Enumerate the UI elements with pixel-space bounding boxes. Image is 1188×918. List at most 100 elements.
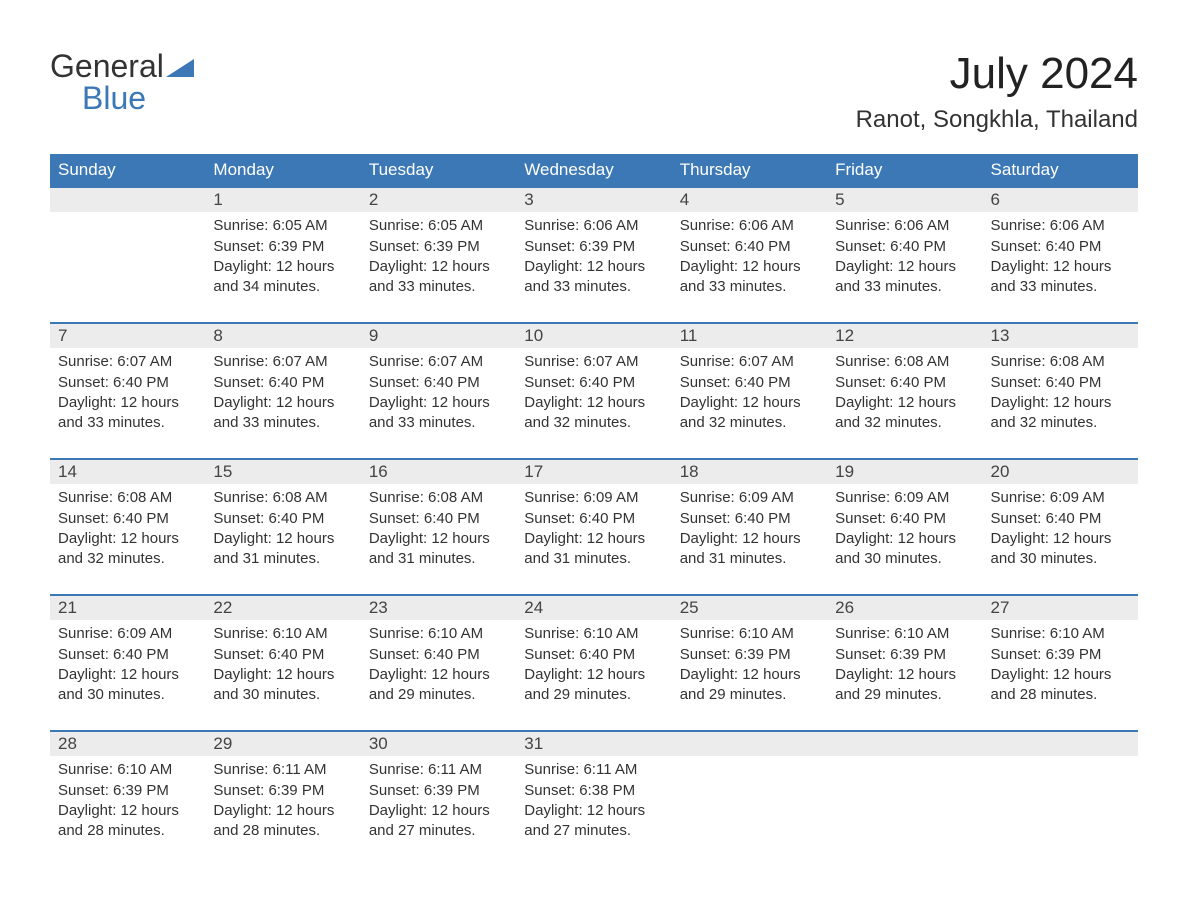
day-body: Sunrise: 6:07 AMSunset: 6:40 PMDaylight:… xyxy=(50,348,205,458)
week-row: 28Sunrise: 6:10 AMSunset: 6:39 PMDayligh… xyxy=(50,730,1138,866)
sunrise-text: Sunrise: 6:10 AM xyxy=(213,624,352,644)
sunrise-text: Sunrise: 6:09 AM xyxy=(991,488,1130,508)
logo-top-row: General xyxy=(50,50,194,82)
day-cell: 27Sunrise: 6:10 AMSunset: 6:39 PMDayligh… xyxy=(983,594,1138,730)
sunset-text: Sunset: 6:40 PM xyxy=(524,373,663,393)
sunrise-text: Sunrise: 6:10 AM xyxy=(58,760,197,780)
day-number: 27 xyxy=(983,594,1138,620)
day-body: Sunrise: 6:10 AMSunset: 6:39 PMDaylight:… xyxy=(50,756,205,866)
day-number xyxy=(827,730,982,756)
month-title: July 2024 xyxy=(856,50,1138,98)
day-body: Sunrise: 6:08 AMSunset: 6:40 PMDaylight:… xyxy=(983,348,1138,458)
day-cell: 20Sunrise: 6:09 AMSunset: 6:40 PMDayligh… xyxy=(983,458,1138,594)
day-cell xyxy=(50,186,205,322)
daylight-text: Daylight: 12 hours and 33 minutes. xyxy=(369,393,508,434)
day-cell: 5Sunrise: 6:06 AMSunset: 6:40 PMDaylight… xyxy=(827,186,982,322)
logo-triangle-icon xyxy=(166,55,194,81)
sunrise-text: Sunrise: 6:07 AM xyxy=(524,352,663,372)
daylight-text: Daylight: 12 hours and 29 minutes. xyxy=(524,665,663,706)
sunset-text: Sunset: 6:40 PM xyxy=(369,645,508,665)
daylight-text: Daylight: 12 hours and 33 minutes. xyxy=(991,257,1130,298)
day-cell: 22Sunrise: 6:10 AMSunset: 6:40 PMDayligh… xyxy=(205,594,360,730)
day-cell: 14Sunrise: 6:08 AMSunset: 6:40 PMDayligh… xyxy=(50,458,205,594)
day-cell: 25Sunrise: 6:10 AMSunset: 6:39 PMDayligh… xyxy=(672,594,827,730)
sunset-text: Sunset: 6:40 PM xyxy=(524,509,663,529)
day-body xyxy=(50,212,205,322)
day-number: 2 xyxy=(361,186,516,212)
sunrise-text: Sunrise: 6:07 AM xyxy=(369,352,508,372)
sunrise-text: Sunrise: 6:06 AM xyxy=(991,216,1130,236)
weekday-header-row: Sunday Monday Tuesday Wednesday Thursday… xyxy=(50,154,1138,186)
daylight-text: Daylight: 12 hours and 28 minutes. xyxy=(213,801,352,842)
sunset-text: Sunset: 6:39 PM xyxy=(680,645,819,665)
daylight-text: Daylight: 12 hours and 34 minutes. xyxy=(213,257,352,298)
logo-word1: General xyxy=(50,50,164,82)
day-body: Sunrise: 6:06 AMSunset: 6:40 PMDaylight:… xyxy=(983,212,1138,322)
sunset-text: Sunset: 6:38 PM xyxy=(524,781,663,801)
day-cell: 19Sunrise: 6:09 AMSunset: 6:40 PMDayligh… xyxy=(827,458,982,594)
logo: General Blue xyxy=(50,50,194,114)
sunrise-text: Sunrise: 6:11 AM xyxy=(213,760,352,780)
daylight-text: Daylight: 12 hours and 30 minutes. xyxy=(213,665,352,706)
day-body: Sunrise: 6:10 AMSunset: 6:39 PMDaylight:… xyxy=(672,620,827,730)
day-number: 30 xyxy=(361,730,516,756)
day-number xyxy=(983,730,1138,756)
day-number: 29 xyxy=(205,730,360,756)
day-cell: 30Sunrise: 6:11 AMSunset: 6:39 PMDayligh… xyxy=(361,730,516,866)
day-body: Sunrise: 6:11 AMSunset: 6:38 PMDaylight:… xyxy=(516,756,671,866)
day-body: Sunrise: 6:08 AMSunset: 6:40 PMDaylight:… xyxy=(827,348,982,458)
day-cell xyxy=(827,730,982,866)
sunset-text: Sunset: 6:39 PM xyxy=(369,237,508,257)
daylight-text: Daylight: 12 hours and 27 minutes. xyxy=(524,801,663,842)
day-number: 26 xyxy=(827,594,982,620)
day-cell: 8Sunrise: 6:07 AMSunset: 6:40 PMDaylight… xyxy=(205,322,360,458)
day-cell: 1Sunrise: 6:05 AMSunset: 6:39 PMDaylight… xyxy=(205,186,360,322)
day-body: Sunrise: 6:07 AMSunset: 6:40 PMDaylight:… xyxy=(205,348,360,458)
day-body: Sunrise: 6:06 AMSunset: 6:40 PMDaylight:… xyxy=(827,212,982,322)
day-cell: 21Sunrise: 6:09 AMSunset: 6:40 PMDayligh… xyxy=(50,594,205,730)
weekday-header: Wednesday xyxy=(516,154,671,186)
daylight-text: Daylight: 12 hours and 31 minutes. xyxy=(524,529,663,570)
page-header: General Blue July 2024 Ranot, Songkhla, … xyxy=(50,50,1138,134)
day-cell: 12Sunrise: 6:08 AMSunset: 6:40 PMDayligh… xyxy=(827,322,982,458)
sunrise-text: Sunrise: 6:10 AM xyxy=(680,624,819,644)
daylight-text: Daylight: 12 hours and 33 minutes. xyxy=(213,393,352,434)
daylight-text: Daylight: 12 hours and 29 minutes. xyxy=(369,665,508,706)
day-body: Sunrise: 6:08 AMSunset: 6:40 PMDaylight:… xyxy=(205,484,360,594)
day-number: 12 xyxy=(827,322,982,348)
day-cell: 3Sunrise: 6:06 AMSunset: 6:39 PMDaylight… xyxy=(516,186,671,322)
day-cell: 4Sunrise: 6:06 AMSunset: 6:40 PMDaylight… xyxy=(672,186,827,322)
daylight-text: Daylight: 12 hours and 29 minutes. xyxy=(835,665,974,706)
week-row: 14Sunrise: 6:08 AMSunset: 6:40 PMDayligh… xyxy=(50,458,1138,594)
daylight-text: Daylight: 12 hours and 31 minutes. xyxy=(680,529,819,570)
weekday-header: Tuesday xyxy=(361,154,516,186)
sunset-text: Sunset: 6:40 PM xyxy=(991,509,1130,529)
week-row: 7Sunrise: 6:07 AMSunset: 6:40 PMDaylight… xyxy=(50,322,1138,458)
sunset-text: Sunset: 6:40 PM xyxy=(58,373,197,393)
day-number: 1 xyxy=(205,186,360,212)
day-number xyxy=(672,730,827,756)
day-number: 10 xyxy=(516,322,671,348)
day-cell: 6Sunrise: 6:06 AMSunset: 6:40 PMDaylight… xyxy=(983,186,1138,322)
daylight-text: Daylight: 12 hours and 32 minutes. xyxy=(835,393,974,434)
sunset-text: Sunset: 6:39 PM xyxy=(991,645,1130,665)
day-number: 9 xyxy=(361,322,516,348)
sunrise-text: Sunrise: 6:06 AM xyxy=(835,216,974,236)
sunset-text: Sunset: 6:40 PM xyxy=(369,509,508,529)
daylight-text: Daylight: 12 hours and 30 minutes. xyxy=(58,665,197,706)
daylight-text: Daylight: 12 hours and 33 minutes. xyxy=(835,257,974,298)
day-number: 19 xyxy=(827,458,982,484)
day-cell: 10Sunrise: 6:07 AMSunset: 6:40 PMDayligh… xyxy=(516,322,671,458)
day-number: 22 xyxy=(205,594,360,620)
logo-word2: Blue xyxy=(82,82,194,114)
day-body: Sunrise: 6:07 AMSunset: 6:40 PMDaylight:… xyxy=(361,348,516,458)
sunrise-text: Sunrise: 6:08 AM xyxy=(369,488,508,508)
day-body xyxy=(983,756,1138,866)
day-body: Sunrise: 6:09 AMSunset: 6:40 PMDaylight:… xyxy=(827,484,982,594)
daylight-text: Daylight: 12 hours and 32 minutes. xyxy=(680,393,819,434)
day-number: 7 xyxy=(50,322,205,348)
day-body: Sunrise: 6:09 AMSunset: 6:40 PMDaylight:… xyxy=(50,620,205,730)
sunset-text: Sunset: 6:39 PM xyxy=(213,781,352,801)
day-cell: 28Sunrise: 6:10 AMSunset: 6:39 PMDayligh… xyxy=(50,730,205,866)
day-body: Sunrise: 6:08 AMSunset: 6:40 PMDaylight:… xyxy=(361,484,516,594)
